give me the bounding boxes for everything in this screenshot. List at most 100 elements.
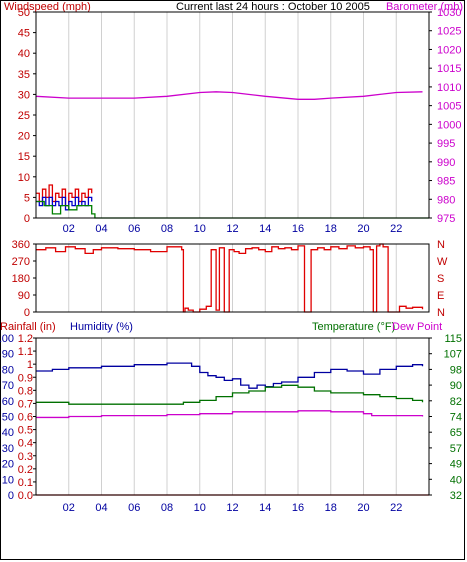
direction-series-line xyxy=(36,243,424,313)
barometer-tick-label: 1010 xyxy=(437,82,461,94)
rainfall-tick-label: 0.6 xyxy=(18,412,33,424)
panel3-x-tick-label: 14 xyxy=(259,502,271,514)
barometer-tick-label: 990 xyxy=(437,157,455,169)
humidity-tick-label: 60 xyxy=(2,396,14,408)
barometer-tick-label: 1005 xyxy=(437,101,461,113)
wind-tick-label: 40 xyxy=(18,48,30,60)
temperature-tick-label: 115 xyxy=(444,333,462,345)
direction-tick-label: 180 xyxy=(12,273,30,285)
compass-label: N xyxy=(437,307,445,319)
rainfall-tick-label: 1 xyxy=(27,359,33,371)
panel1-x-tick-label: 06 xyxy=(128,223,140,235)
rainfall-axis-label: Rainfall (in) xyxy=(0,321,56,333)
dewpoint-axis-label: Dew Point xyxy=(392,321,442,333)
panel3-plot-border xyxy=(35,337,430,496)
temperature-tick-label: 57 xyxy=(450,443,462,455)
wind-tick-label: 5 xyxy=(24,192,30,204)
wind-tick-label: 20 xyxy=(18,131,30,143)
wind-tick-label: 0 xyxy=(24,213,30,225)
rainfall-tick-label: 0.8 xyxy=(18,385,33,397)
wind-tick-label: 50 xyxy=(18,7,30,19)
humidity-tick-label: 90 xyxy=(2,349,14,361)
rainfall-tick-label: 0.0 xyxy=(18,490,33,502)
wind-axis-label: Windspeed (mph) xyxy=(4,1,91,13)
avg-series-line xyxy=(36,196,93,211)
panel3-x-tick-label: 20 xyxy=(357,502,369,514)
compass-label: E xyxy=(437,290,444,302)
panel1-x-tick-label: 08 xyxy=(161,223,173,235)
panel1-x-tick-label: 22 xyxy=(390,223,402,235)
panel1-x-tick-label: 16 xyxy=(292,223,304,235)
panel1-x-tick-label: 02 xyxy=(63,223,75,235)
panel1-x-tick-label: 20 xyxy=(357,223,369,235)
humidity-tick-label: 10 xyxy=(2,474,14,486)
rainfall-tick-label: 1.2 xyxy=(18,333,33,345)
panel1-x-tick-label: 18 xyxy=(325,223,337,235)
panel3-x-tick-label: 22 xyxy=(390,502,402,514)
humidity-axis-label: Humidity (%) xyxy=(70,321,133,333)
humidity-tick-label: 100 xyxy=(0,333,14,345)
panel1-x-tick-label: 12 xyxy=(226,223,238,235)
wind-tick-label: 35 xyxy=(18,69,30,81)
wind-tick-label: 25 xyxy=(18,110,30,122)
panel3-x-tick-label: 06 xyxy=(128,502,140,514)
dewpoint-series-line xyxy=(36,410,424,419)
direction-tick-label: 270 xyxy=(12,256,30,268)
temperature-tick-label: 65 xyxy=(450,427,462,439)
rainfall-tick-label: 1.1 xyxy=(18,346,33,358)
temperature-axis-label: Temperature (°F) xyxy=(312,321,395,333)
wind-tick-label: 15 xyxy=(18,151,30,163)
panel3-x-tick-label: 16 xyxy=(292,502,304,514)
wind-tick-label: 10 xyxy=(18,172,30,184)
rainfall-tick-label: 0.7 xyxy=(18,398,33,410)
barometer-tick-label: 995 xyxy=(437,138,455,150)
temperature-tick-label: 82 xyxy=(450,396,462,408)
panel1-x-tick-label: 04 xyxy=(95,223,107,235)
temperature-tick-label: 90 xyxy=(450,380,462,392)
humidity-tick-label: 40 xyxy=(2,427,14,439)
rainfall-tick-label: 0.3 xyxy=(18,451,33,463)
panel3-x-tick-label: 08 xyxy=(161,502,173,514)
temperature-tick-label: 49 xyxy=(450,459,462,471)
temperature-tick-label: 107 xyxy=(444,349,462,361)
direction-tick-label: 90 xyxy=(18,290,30,302)
panel2-plot-border xyxy=(35,243,430,313)
temperature-tick-label: 98 xyxy=(450,364,462,376)
barometer-axis-label: Barometer (mb) xyxy=(386,1,463,13)
humidity-tick-label: 20 xyxy=(2,459,14,471)
panel1-x-tick-label: 10 xyxy=(194,223,206,235)
humidity-series-line xyxy=(36,362,424,389)
humidity-tick-label: 50 xyxy=(2,412,14,424)
temperature-tick-label: 32 xyxy=(450,490,462,502)
temperature-tick-label: 40 xyxy=(450,474,462,486)
barometer-tick-label: 985 xyxy=(437,176,455,188)
direction-tick-label: 0 xyxy=(24,307,30,319)
rainfall-tick-label: 0.5 xyxy=(18,425,33,437)
panel3-x-tick-label: 10 xyxy=(194,502,206,514)
rainfall-tick-label: 0.2 xyxy=(18,464,33,476)
chart-title: Current last 24 hours : October 10 2005 xyxy=(176,1,370,13)
panel3-x-tick-label: 18 xyxy=(325,502,337,514)
rainfall-tick-label: 0.1 xyxy=(18,477,33,489)
barometer-tick-label: 1015 xyxy=(437,63,461,75)
barometer-tick-label: 980 xyxy=(437,194,455,206)
temperature-series-line xyxy=(36,384,424,405)
direction-tick-label: 360 xyxy=(12,239,30,251)
compass-label: N xyxy=(437,239,445,251)
barometer-tick-label: 1025 xyxy=(437,26,461,38)
panel1-plot-border xyxy=(35,11,430,219)
humidity-tick-label: 70 xyxy=(2,380,14,392)
wind-tick-label: 30 xyxy=(18,89,30,101)
panel3-x-tick-label: 12 xyxy=(226,502,238,514)
panel3-x-tick-label: 04 xyxy=(95,502,107,514)
temperature-tick-label: 74 xyxy=(450,412,462,424)
humidity-tick-label: 0 xyxy=(8,490,14,502)
rainfall-tick-label: 0.4 xyxy=(18,438,33,450)
rainfall-tick-label: 0.9 xyxy=(18,372,33,384)
barometer-tick-label: 1030 xyxy=(437,7,461,19)
panel3-x-tick-label: 02 xyxy=(63,502,75,514)
gust-series-line xyxy=(36,184,93,207)
wind_green-series-line xyxy=(36,200,429,219)
